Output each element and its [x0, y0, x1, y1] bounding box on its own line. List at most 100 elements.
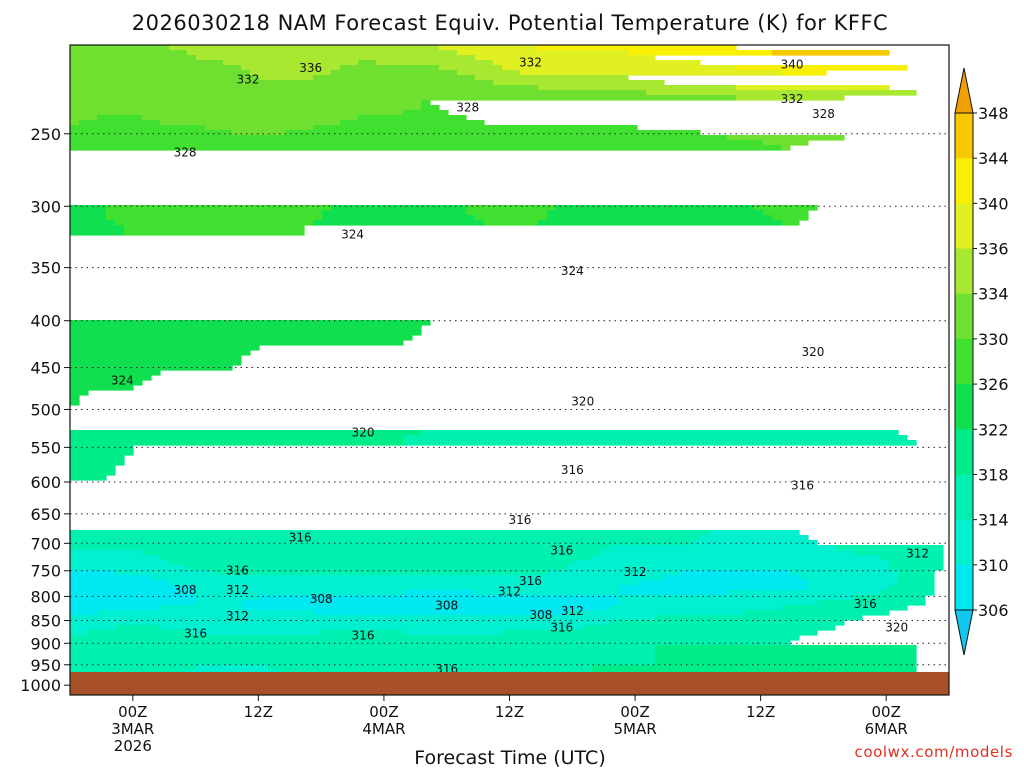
- colorbar-band: [955, 338, 973, 385]
- y-tick-label: 350: [30, 259, 61, 278]
- colorbar-tick-label: 330: [978, 330, 1009, 349]
- colorbar-tick-label: 336: [978, 240, 1009, 259]
- colorbar-frame: [954, 112, 974, 611]
- colorbar-band: [955, 248, 973, 295]
- x-tick-label: 12Z: [244, 703, 273, 721]
- ground-bar: [70, 672, 949, 695]
- y-tick-label: 750: [30, 562, 61, 581]
- x-tick-label: 00Z: [620, 703, 649, 721]
- contour-label: 328: [812, 107, 835, 121]
- contour-label: 308: [435, 598, 458, 612]
- colorbar-band: [955, 564, 973, 611]
- contour-label: 316: [854, 597, 877, 611]
- colorbar-tick-label: 344: [978, 149, 1009, 168]
- y-tick-label: 650: [30, 505, 61, 524]
- contour-label: 312: [624, 565, 647, 579]
- colorbar-band: [955, 293, 973, 340]
- x-tick-label: 5MAR: [613, 720, 656, 738]
- y-tick-label: 850: [30, 612, 61, 631]
- colorbar-band: [955, 429, 973, 475]
- y-tick-label: 700: [30, 534, 61, 553]
- y-tick-label: 400: [30, 312, 61, 331]
- colorbar-tick-label: 326: [978, 375, 1009, 394]
- colorbar-tick-label: 348: [978, 104, 1009, 123]
- y-tick-label: 800: [30, 587, 61, 606]
- contour-label: 312: [561, 604, 584, 618]
- colorbar-band: [955, 203, 973, 250]
- x-axis-label: Forecast Time (UTC): [414, 747, 605, 768]
- contour-label: 332: [519, 56, 542, 70]
- contour-label: 320: [802, 345, 825, 359]
- y-tick-label: 250: [30, 125, 61, 144]
- contour-label: 316: [519, 574, 542, 588]
- contour-label: 324: [341, 227, 364, 241]
- colorbar-tick-label: 340: [978, 194, 1009, 213]
- colorbar-band: [955, 474, 973, 521]
- contour-label: 316: [352, 629, 375, 643]
- contour-label: 324: [111, 374, 134, 388]
- contour-label: 316: [791, 478, 814, 492]
- contour-label: 308: [529, 608, 552, 622]
- pressure-gridlines: [70, 133, 949, 686]
- colorbar: 306 310 314 318 322 326 330 334 336 340 344 348: [954, 67, 1009, 656]
- contour-label: 332: [236, 72, 259, 86]
- contour-label: 336: [299, 61, 322, 75]
- contour-label: 312: [226, 609, 249, 623]
- contour-label: 316: [561, 463, 584, 477]
- contour-label: 316: [550, 544, 573, 558]
- contour-label: 320: [352, 426, 375, 440]
- colorbar-band: [955, 384, 973, 430]
- contour-label: 316: [550, 620, 573, 634]
- contour-label: 312: [226, 583, 249, 597]
- y-tick-label: 900: [30, 634, 61, 653]
- contour-label: 316: [226, 564, 249, 578]
- x-tick-label: 00Z: [118, 703, 147, 721]
- contour-label: 320: [885, 620, 908, 634]
- colorbar-tick-label: 314: [978, 511, 1009, 530]
- contour-label: 316: [184, 626, 207, 640]
- contour-label: 312: [498, 584, 521, 598]
- colorbar-band: [955, 113, 973, 159]
- x-tick-label: 6MAR: [865, 720, 908, 738]
- colorbar-max-arrow: [954, 67, 974, 114]
- x-tick-label: 12Z: [746, 703, 775, 721]
- contour-label: 316: [509, 513, 532, 527]
- y-tick-label: 550: [30, 438, 61, 457]
- theta-e-field: [70, 45, 944, 695]
- pressure-axis: 250 300 350 400 450 500 550 600 650 700 750 800 850 9…: [20, 125, 70, 695]
- contour-label: 308: [310, 592, 333, 606]
- contour-label: 328: [174, 145, 197, 159]
- x-tick-label: 2026: [114, 737, 152, 755]
- x-tick-label: 00Z: [872, 703, 901, 721]
- y-tick-label: 500: [30, 400, 61, 419]
- y-tick-label: 1000: [20, 676, 61, 695]
- colorbar-min-arrow: [954, 609, 974, 656]
- x-tick-label: 3MAR: [111, 720, 154, 738]
- y-tick-label: 450: [30, 359, 61, 378]
- x-tick-label: 4MAR: [362, 720, 405, 738]
- y-tick-label: 950: [30, 656, 61, 675]
- contour-label: 316: [289, 531, 312, 545]
- contour-label: 320: [571, 394, 594, 408]
- colorbar-tick-label: 322: [978, 420, 1009, 439]
- contour-label: 328: [456, 100, 479, 114]
- x-tick-label: 00Z: [369, 703, 398, 721]
- credit-text: coolwx.com/models: [855, 743, 1014, 761]
- contour-label: 312: [906, 546, 929, 560]
- y-tick-label: 300: [30, 197, 61, 216]
- colorbar-tick-label: 306: [978, 601, 1009, 620]
- colorbar-band: [955, 158, 973, 204]
- colorbar-tick-label: 318: [978, 465, 1009, 484]
- contour-label: 308: [174, 583, 197, 597]
- contour-labels: 336 332 332 340 332 328 328 328 324 324 324 320 320 3…: [111, 56, 929, 676]
- colorbar-tick-label: 310: [978, 556, 1009, 575]
- colorbar-band: [955, 519, 973, 566]
- contour-label: 332: [781, 92, 804, 106]
- y-tick-label: 600: [30, 473, 61, 492]
- colorbar-tick-label: 334: [978, 285, 1009, 304]
- contour-label: 340: [781, 57, 804, 71]
- chart-title: 2026030218 NAM Forecast Equiv. Potential…: [132, 11, 888, 35]
- contour-label: 324: [561, 264, 584, 278]
